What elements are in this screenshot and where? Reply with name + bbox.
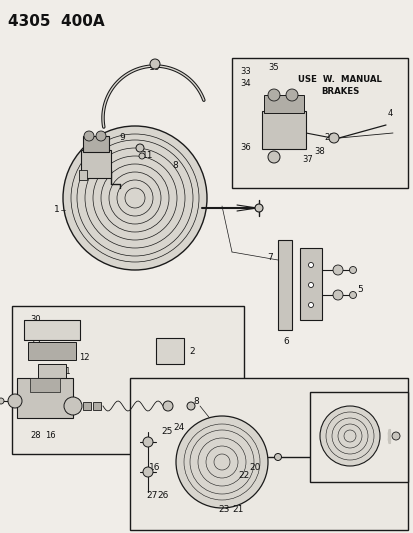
Bar xyxy=(261,111,305,149)
Bar xyxy=(30,378,60,392)
Bar xyxy=(38,364,66,378)
Text: 34: 34 xyxy=(240,78,251,87)
Text: 30: 30 xyxy=(30,316,40,325)
Bar xyxy=(231,58,407,188)
Text: 11: 11 xyxy=(142,150,153,159)
Text: 16: 16 xyxy=(47,367,57,376)
Text: 13: 13 xyxy=(30,337,40,346)
Text: 16: 16 xyxy=(149,464,160,472)
Circle shape xyxy=(319,406,379,466)
Text: D5,7: D5,7 xyxy=(384,464,402,473)
Circle shape xyxy=(136,144,144,152)
Text: 9: 9 xyxy=(119,133,125,142)
Circle shape xyxy=(285,89,297,101)
Text: 10: 10 xyxy=(149,63,160,72)
Bar xyxy=(79,170,87,180)
Circle shape xyxy=(308,262,313,268)
Text: 37: 37 xyxy=(302,156,313,165)
Bar xyxy=(93,402,101,410)
Circle shape xyxy=(64,397,82,415)
Text: 26: 26 xyxy=(157,491,168,500)
Circle shape xyxy=(254,204,262,212)
Circle shape xyxy=(163,401,173,411)
Bar xyxy=(83,136,109,152)
Text: 35: 35 xyxy=(268,63,279,72)
Bar xyxy=(28,342,76,360)
Circle shape xyxy=(8,394,22,408)
Circle shape xyxy=(332,290,342,300)
Text: 36: 36 xyxy=(240,143,251,152)
Circle shape xyxy=(142,437,153,447)
Text: 21: 21 xyxy=(232,505,243,514)
Text: 8: 8 xyxy=(172,160,178,169)
Text: BRAKES: BRAKES xyxy=(320,87,358,96)
Circle shape xyxy=(96,131,106,141)
Circle shape xyxy=(328,133,338,143)
Text: 33: 33 xyxy=(240,67,251,76)
Text: 17: 17 xyxy=(194,464,205,472)
Circle shape xyxy=(308,303,313,308)
Bar xyxy=(156,338,183,364)
Text: 31: 31 xyxy=(61,367,71,376)
Circle shape xyxy=(267,151,279,163)
Text: 15: 15 xyxy=(32,382,43,391)
Text: 2: 2 xyxy=(189,346,195,356)
Circle shape xyxy=(63,126,206,270)
Text: 20: 20 xyxy=(249,464,260,472)
Circle shape xyxy=(142,467,153,477)
Text: 14: 14 xyxy=(51,379,61,389)
Bar xyxy=(341,454,357,468)
Bar xyxy=(263,95,303,113)
Text: 16: 16 xyxy=(61,379,71,389)
Circle shape xyxy=(308,282,313,287)
Text: 29: 29 xyxy=(324,133,335,142)
Bar xyxy=(309,392,407,482)
Text: 38: 38 xyxy=(314,147,325,156)
Circle shape xyxy=(176,416,267,508)
Text: 23: 23 xyxy=(218,505,229,514)
Circle shape xyxy=(150,59,159,69)
Text: 8: 8 xyxy=(192,398,198,407)
Text: 19: 19 xyxy=(398,446,408,455)
Bar xyxy=(130,378,407,530)
Text: 3: 3 xyxy=(282,254,288,262)
Text: 25: 25 xyxy=(161,427,172,437)
Text: 16: 16 xyxy=(45,432,55,440)
Text: 24: 24 xyxy=(173,424,184,432)
Circle shape xyxy=(332,265,342,275)
Circle shape xyxy=(349,292,356,298)
Bar xyxy=(24,320,80,340)
Circle shape xyxy=(267,89,279,101)
Text: USE  W.  MANUAL: USE W. MANUAL xyxy=(297,76,381,85)
Text: 28: 28 xyxy=(30,432,40,440)
Circle shape xyxy=(187,402,195,410)
Text: 27: 27 xyxy=(146,491,157,500)
Bar xyxy=(277,240,291,330)
Bar xyxy=(17,378,73,418)
Text: 12: 12 xyxy=(78,353,89,362)
Bar xyxy=(12,306,243,454)
Bar xyxy=(331,454,339,468)
Text: 18: 18 xyxy=(376,400,387,408)
Text: 7: 7 xyxy=(266,254,272,262)
Circle shape xyxy=(349,266,356,273)
Circle shape xyxy=(274,454,281,461)
Text: 22: 22 xyxy=(238,472,249,481)
Bar xyxy=(317,454,329,468)
Circle shape xyxy=(391,432,399,440)
Text: 6: 6 xyxy=(282,337,288,346)
Text: 4: 4 xyxy=(387,109,392,117)
Text: 5: 5 xyxy=(356,286,362,295)
Bar xyxy=(81,150,111,178)
Circle shape xyxy=(0,398,4,404)
Text: 1: 1 xyxy=(54,206,60,214)
Bar xyxy=(24,320,80,340)
Text: 4305  400A: 4305 400A xyxy=(8,14,104,29)
Circle shape xyxy=(84,131,94,141)
Circle shape xyxy=(139,153,145,159)
Bar xyxy=(299,248,321,320)
Bar xyxy=(83,402,91,410)
